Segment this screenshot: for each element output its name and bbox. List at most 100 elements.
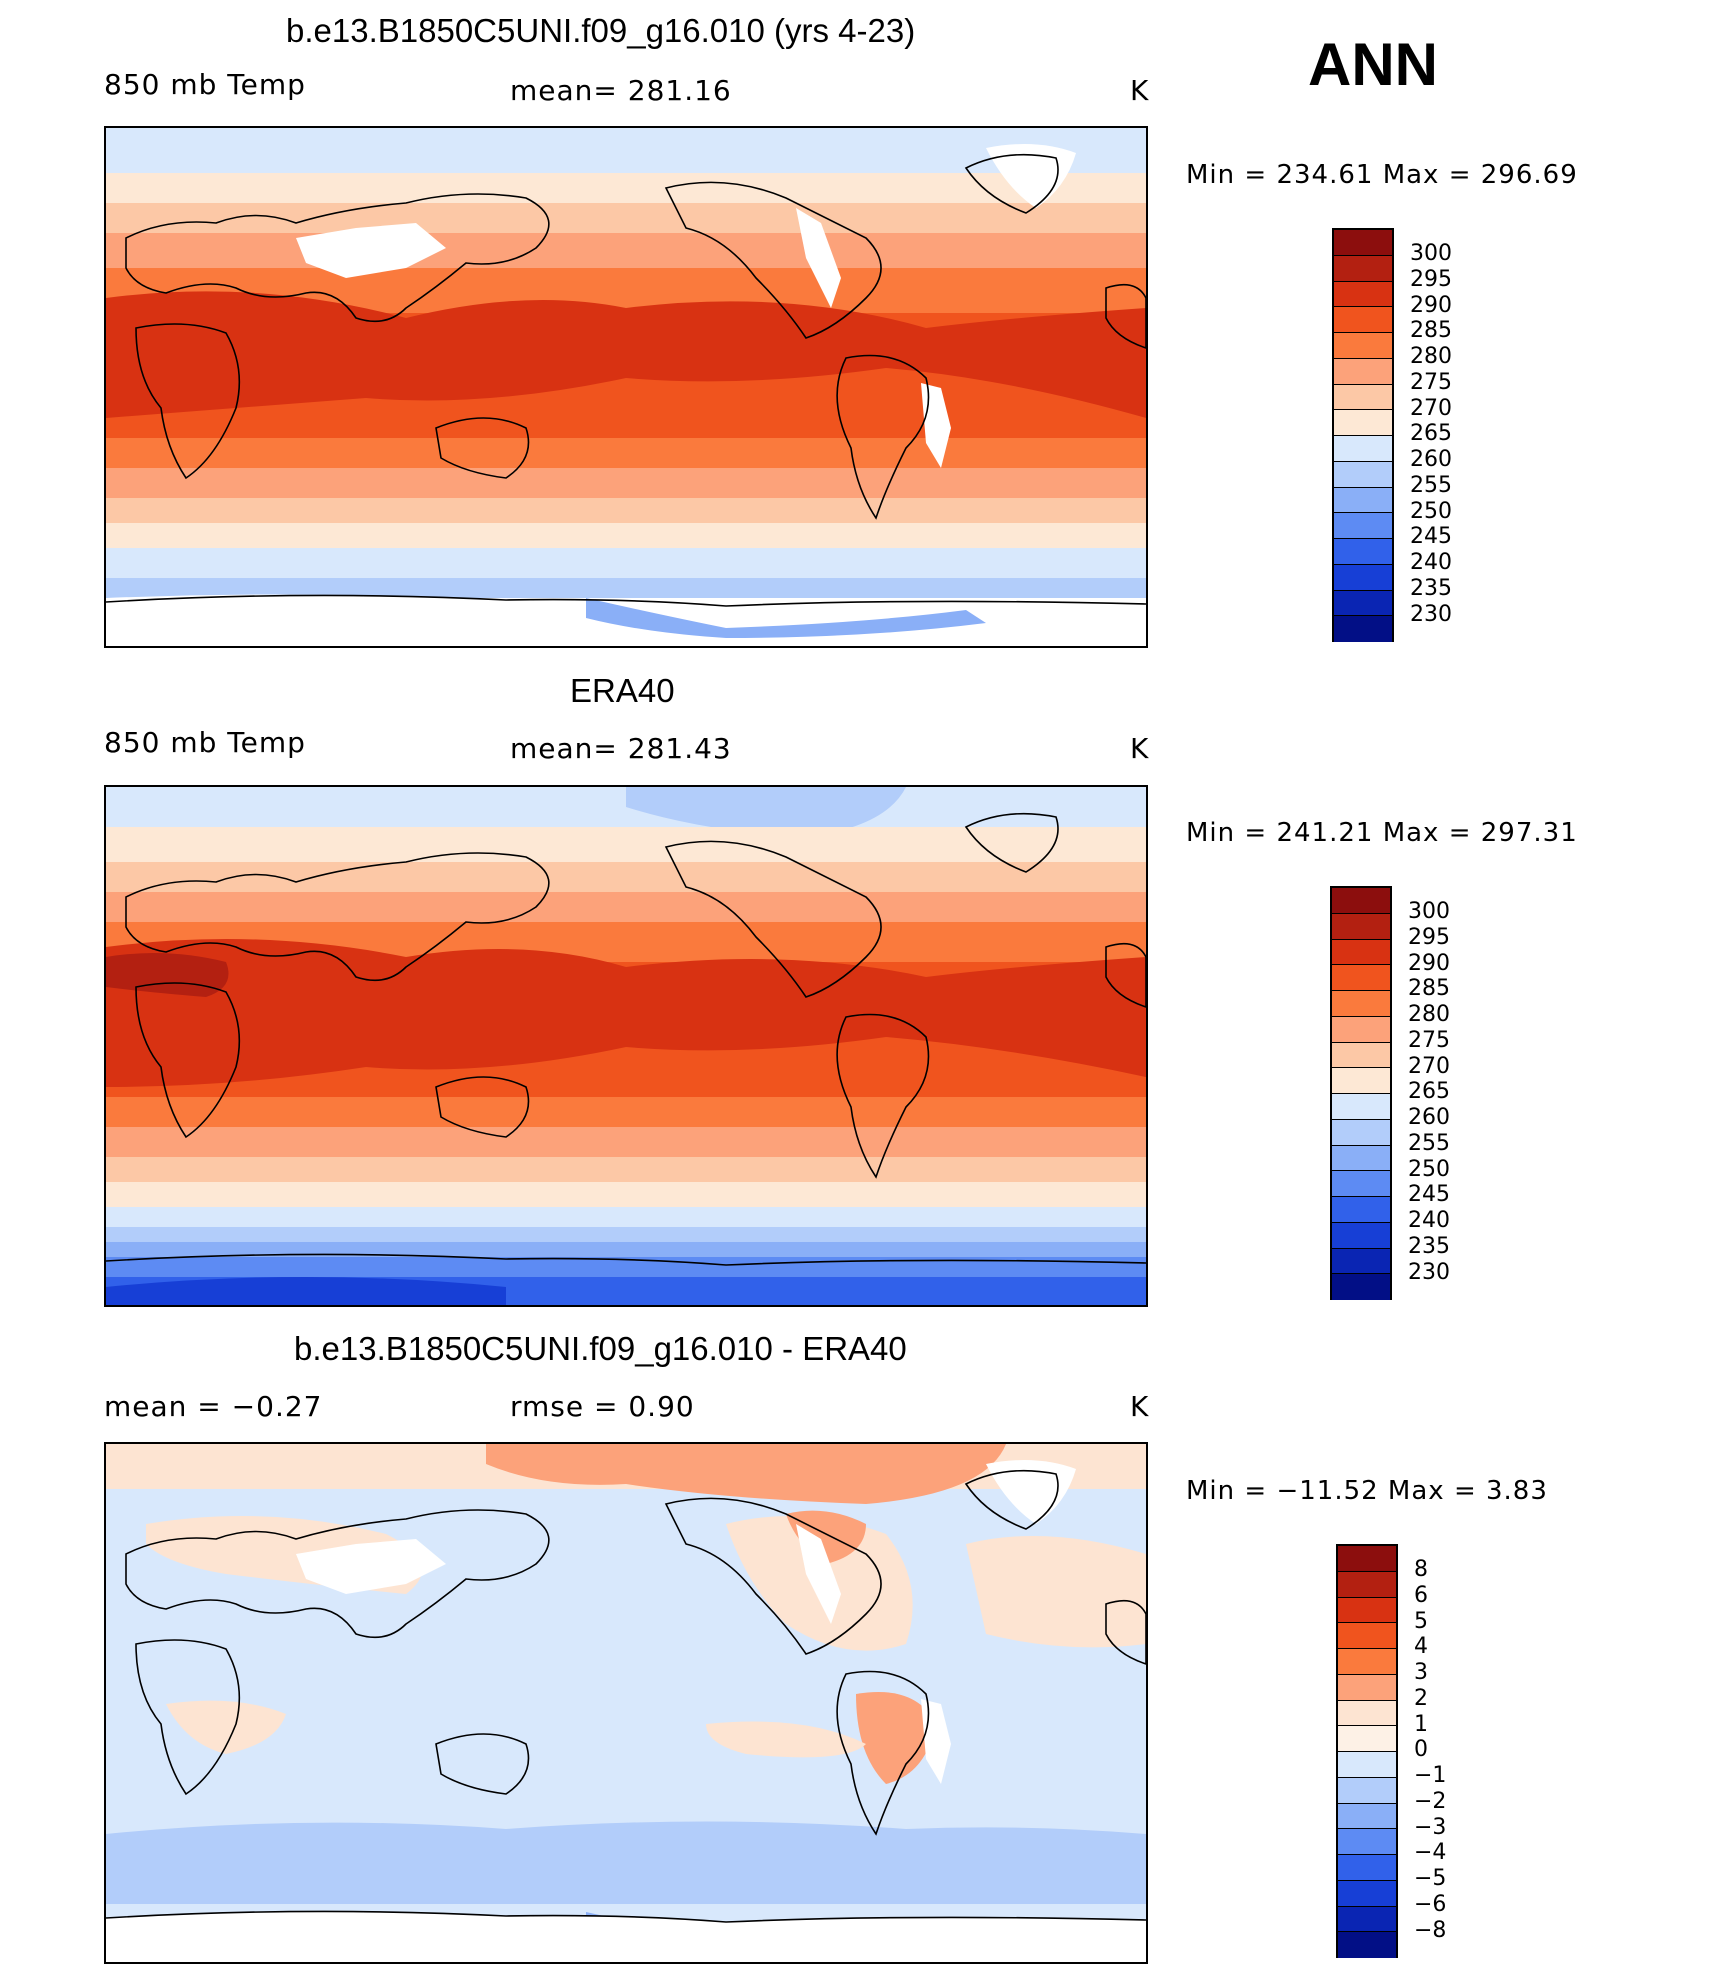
colorbar-label: 240 — [1408, 1208, 1450, 1233]
model-greenland-mask — [986, 144, 1076, 208]
colorbar-box — [1334, 590, 1392, 617]
colorbar-label: 245 — [1408, 1182, 1450, 1207]
colorbar-box — [1332, 1119, 1390, 1146]
colorbar-box — [1332, 888, 1390, 914]
obs-band-north-275 — [106, 892, 1146, 922]
colorbar-box — [1338, 1571, 1396, 1598]
obs-band-north-270 — [106, 862, 1146, 892]
obs-map — [104, 785, 1148, 1307]
colorbar-label: 5 — [1414, 1609, 1428, 1634]
diff-rmse-label: rmse = 0.90 — [510, 1390, 695, 1423]
colorbar-box — [1334, 436, 1392, 462]
diff-panel-title: b.e13.B1850C5UNI.f09_g16.010 - ERA40 — [294, 1330, 907, 1367]
diff-antarctica — [106, 1911, 1146, 1962]
colorbar-box — [1338, 1777, 1396, 1804]
colorbar-box — [1334, 513, 1392, 539]
diff-units-label: K — [1130, 1390, 1150, 1423]
colorbar-label: 275 — [1408, 1028, 1450, 1053]
obs-units-label: K — [1130, 732, 1150, 765]
colorbar-label: 275 — [1410, 370, 1452, 395]
colorbar-box — [1338, 1752, 1396, 1778]
colorbar-label: 230 — [1408, 1260, 1450, 1285]
colorbar-box — [1334, 307, 1392, 333]
diff-mean-label: mean = −0.27 — [104, 1390, 323, 1423]
colorbar-label: 2 — [1414, 1686, 1428, 1711]
colorbar-label: 1 — [1414, 1712, 1428, 1737]
colorbar-box — [1332, 1222, 1390, 1249]
model-warm-pool — [106, 291, 1146, 418]
model-antarctic-cold — [586, 598, 986, 638]
obs-panel-title: ERA40 — [570, 672, 675, 709]
obs-antarctic-interior — [106, 1277, 506, 1305]
colorbar-box — [1334, 255, 1392, 282]
model-rockies-mask — [796, 208, 841, 308]
colorbar-box — [1338, 1649, 1396, 1675]
obs-band-south-265 — [106, 1182, 1146, 1207]
colorbar-box — [1334, 487, 1392, 514]
colorbar-box — [1338, 1932, 1396, 1958]
model-band-south-255 — [106, 578, 1146, 598]
colorbar-label: 8 — [1414, 1557, 1428, 1582]
model-colorbar — [1332, 228, 1394, 642]
colorbar-label: 4 — [1414, 1634, 1428, 1659]
colorbar-box — [1332, 1171, 1390, 1197]
colorbar-box — [1332, 965, 1390, 991]
obs-band-south-280 — [106, 1097, 1146, 1127]
colorbar-box — [1334, 281, 1392, 308]
colorbar-label: −1 — [1414, 1763, 1447, 1788]
diff-africa-warm — [166, 1700, 286, 1754]
colorbar-label: 300 — [1410, 241, 1452, 266]
diff-pacific-warm — [706, 1721, 866, 1758]
colorbar-box — [1338, 1880, 1396, 1907]
diff-tibet-mask — [296, 1539, 446, 1594]
obs-band-north-265 — [106, 827, 1146, 862]
colorbar-box — [1338, 1546, 1396, 1572]
diff-colorbar — [1336, 1544, 1398, 1958]
model-coastlines — [106, 153, 1146, 607]
obs-band-south-245 — [106, 1257, 1146, 1277]
diff-atlantic-warm — [966, 1536, 1146, 1648]
obs-variable-label: 850 mb Temp — [104, 726, 306, 759]
colorbar-label: −3 — [1414, 1815, 1447, 1840]
colorbar-box — [1338, 1623, 1396, 1649]
diff-rockies-mask — [796, 1524, 841, 1624]
colorbar-label: −2 — [1414, 1789, 1447, 1814]
colorbar-box — [1332, 1016, 1390, 1043]
model-variable-label: 850 mb Temp — [104, 68, 306, 101]
colorbar-label: −4 — [1414, 1840, 1447, 1865]
colorbar-box — [1334, 384, 1392, 411]
obs-band-south-250 — [106, 1242, 1146, 1257]
model-band-south-275 — [106, 468, 1146, 498]
colorbar-label: −8 — [1414, 1918, 1447, 1943]
colorbar-label: 255 — [1410, 473, 1452, 498]
colorbar-label: 295 — [1410, 267, 1452, 292]
colorbar-label: −5 — [1414, 1866, 1447, 1891]
colorbar-box — [1332, 991, 1390, 1017]
obs-arctic-cold — [626, 787, 906, 837]
colorbar-box — [1334, 358, 1392, 385]
colorbar-label: 250 — [1410, 499, 1452, 524]
colorbar-box — [1334, 461, 1392, 488]
colorbar-label: 270 — [1408, 1054, 1450, 1079]
colorbar-box — [1332, 1068, 1390, 1094]
colorbar-box — [1334, 230, 1392, 256]
colorbar-label: 290 — [1408, 951, 1450, 976]
colorbar-label: −6 — [1414, 1892, 1447, 1917]
model-units-label: K — [1130, 74, 1150, 107]
colorbar-box — [1332, 1145, 1390, 1172]
colorbar-label: 0 — [1414, 1737, 1428, 1762]
colorbar-box — [1338, 1726, 1396, 1752]
colorbar-label: 280 — [1408, 1002, 1450, 1027]
model-band-north-275 — [106, 233, 1146, 268]
colorbar-label: 255 — [1408, 1131, 1450, 1156]
colorbar-box — [1338, 1855, 1396, 1881]
colorbar-label: 260 — [1408, 1105, 1450, 1130]
colorbar-label: 6 — [1414, 1583, 1428, 1608]
colorbar-label: 280 — [1410, 344, 1452, 369]
model-tibet-mask — [296, 223, 446, 278]
colorbar-box — [1338, 1829, 1396, 1855]
diff-minmax: Min = −11.52 Max = 3.83 — [1186, 1476, 1548, 1506]
obs-band-south-270 — [106, 1157, 1146, 1182]
obs-colorbar — [1330, 886, 1392, 1300]
colorbar-box — [1332, 1094, 1390, 1120]
